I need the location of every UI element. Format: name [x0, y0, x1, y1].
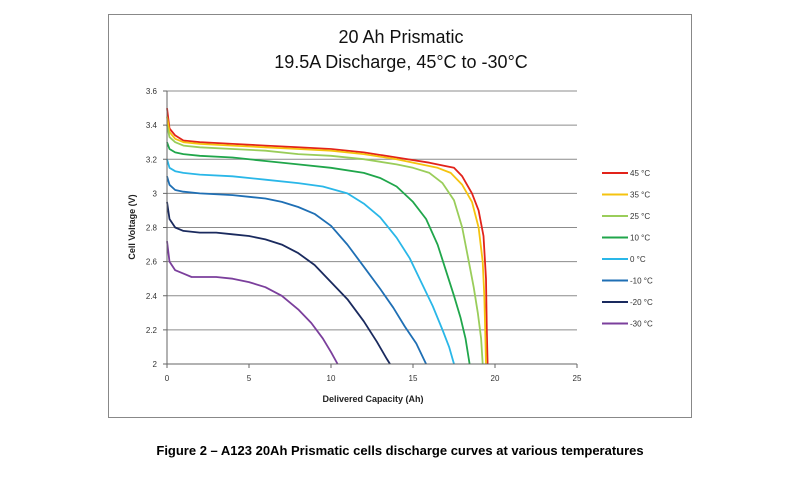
y-tick-label: 2.8	[146, 224, 158, 233]
y-tick-label: 3	[153, 189, 158, 198]
x-tick-label: 20	[491, 374, 500, 383]
y-tick-label: 2.6	[146, 258, 158, 267]
y-axis-label: Cell Voltage (V)	[127, 194, 137, 259]
series-line	[166, 158, 455, 365]
series-line	[166, 124, 484, 365]
y-tick-label: 3.6	[146, 87, 158, 96]
chart-subtitle: 19.5A Discharge, 45°C to -30°C	[274, 52, 528, 72]
grid-layer	[167, 90, 577, 331]
x-tick-label: 15	[409, 374, 418, 383]
series-layer	[166, 107, 489, 365]
x-tick-label: 25	[573, 374, 582, 383]
series-line	[166, 176, 427, 365]
legend-label: 25 °C	[630, 212, 650, 221]
chart-frame: 20 Ah Prismatic 19.5A Discharge, 45°C to…	[108, 14, 692, 418]
y-tick-label: 2.2	[146, 326, 158, 335]
chart-svg: 20 Ah Prismatic 19.5A Discharge, 45°C to…	[127, 27, 653, 404]
legend-label: 10 °C	[630, 234, 650, 243]
legend-label: 0 °C	[630, 255, 646, 264]
x-axis-label: Delivered Capacity (Ah)	[322, 394, 423, 404]
y-tick-label: 3.4	[146, 121, 158, 130]
x-tick-label: 5	[247, 374, 252, 383]
legend-label: 35 °C	[630, 191, 650, 200]
legend-label: -20 °C	[630, 298, 653, 307]
series-line	[166, 141, 471, 365]
x-tick-label: 0	[165, 374, 170, 383]
legend-label: -10 °C	[630, 277, 653, 286]
y-tick-label: 3.2	[146, 155, 158, 164]
series-line	[166, 240, 339, 365]
y-tick-label: 2.4	[146, 292, 158, 301]
chart-title: 20 Ah Prismatic	[338, 27, 463, 47]
figure-caption: Figure 2 – A123 20Ah Prismatic cells dis…	[156, 443, 644, 458]
axis-layer: 2 2.2 2.4 2.6 2.8 3 3.2 3.4 3.6 0 5 10 15 20 25	[146, 87, 582, 383]
x-tick-label: 10	[327, 374, 336, 383]
legend: 45 °C 35 °C 25 °C 10 °C 0 °C -10 °C -20 °C -30 …	[602, 169, 653, 329]
y-tick-label: 2	[153, 360, 158, 369]
series-line	[166, 116, 487, 365]
series-line	[166, 201, 391, 365]
legend-label: -30 °C	[630, 320, 653, 329]
series-line	[166, 107, 489, 365]
legend-label: 45 °C	[630, 169, 650, 178]
